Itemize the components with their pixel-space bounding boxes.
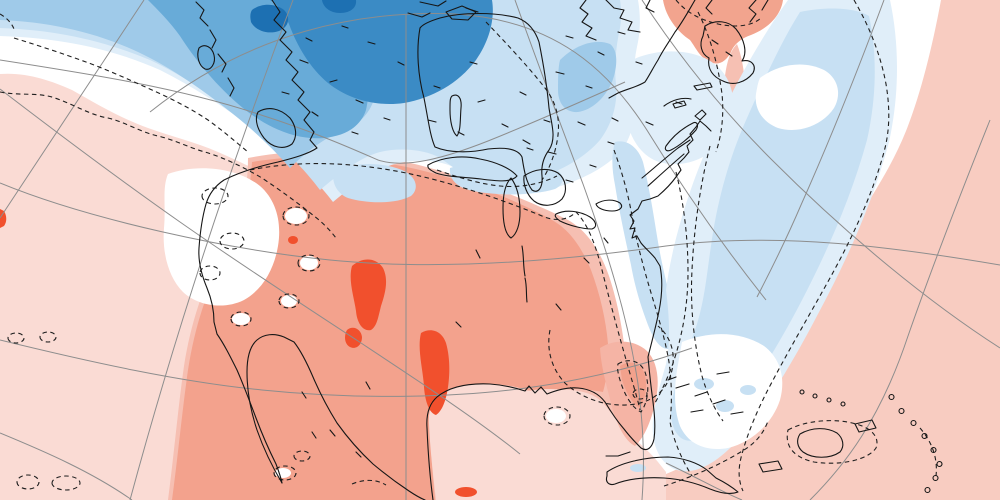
cold-2-lakes-north (449, 160, 563, 195)
coast-bahamas (605, 371, 744, 457)
white-hole-atlantic (755, 64, 839, 130)
graticule-parallel-bottom-left (0, 432, 133, 500)
coast-antilles-dots (799, 389, 943, 494)
white-hole-4 (232, 313, 250, 325)
cold-2-lakes-west (333, 164, 416, 203)
cold-6-darkest-b (322, 0, 357, 13)
coast-alaska-panhandle-islands (195, 1, 235, 97)
coast-lake-superior (427, 156, 518, 182)
white-hole-1 (285, 208, 307, 224)
contour-ring-pacific-1 (16, 474, 40, 490)
contour-atl-white-west (654, 171, 689, 404)
white-bahamas (675, 334, 783, 450)
contour-ring-baja-2 (293, 450, 311, 462)
white-hole-2 (300, 256, 318, 270)
contour-labrador-top (675, 0, 762, 27)
contour-ring-baja-1 (273, 465, 297, 481)
coast-nova-scotia (664, 100, 707, 152)
contour-ring-pacific-2 (51, 475, 81, 491)
coast-lake-huron (523, 168, 567, 206)
contour-gulf-ring (543, 406, 571, 426)
river-marks-us (301, 237, 609, 458)
warm-pink-southeast-atlantic (666, 0, 1000, 500)
cold-3-ungava (558, 41, 617, 113)
graticule-meridian-w2 (129, 0, 294, 500)
hot-dot-rockies (288, 236, 298, 244)
contour-ring-pacific-3 (7, 332, 25, 344)
contour-ring-pacific-4 (39, 331, 57, 343)
contour-eastcoast (613, 149, 693, 477)
contour-nw-pink-edge (0, 91, 337, 239)
graticule-parallel-bottom-right (665, 462, 743, 500)
graticule-parallel-upper (0, 59, 626, 164)
coast-puerto-rico (854, 419, 877, 433)
contour-antilles-arc (919, 427, 937, 477)
contour-nw-corner-bit (0, 13, 16, 33)
hot-patch-plains (350, 259, 387, 331)
cold-fleck-bahamas-3 (740, 385, 756, 395)
contour-atlantic-east (738, 0, 890, 492)
contour-ring-basin-5 (201, 187, 229, 205)
contour-quebec-east-of-bay (485, 21, 560, 181)
coast-gulf-and-east (426, 120, 712, 500)
graticule-parallel-north (149, 13, 767, 301)
warm-salmon-labrador-sea (663, 0, 783, 64)
warm-salmon-core (172, 157, 609, 500)
contour-florida-ring (617, 360, 649, 413)
hot-sliver-left-edge (0, 209, 7, 228)
coast-baffin-arctic (579, 0, 655, 41)
contour-ring-basin-4 (230, 311, 252, 327)
graticule-meridian-e3 (756, 0, 885, 298)
graticule-diagonal-sw (0, 88, 521, 455)
cold-fleck-bahamas-2 (716, 400, 734, 412)
coast-baja-inner-and-mexico (246, 334, 426, 500)
white-hole-gulf (546, 409, 566, 423)
white-hole-3 (281, 295, 297, 307)
cold-2-eastcoast-tongue (612, 141, 676, 350)
coast-newfoundland (700, 21, 755, 84)
coast-haida-gwaii (197, 45, 215, 70)
graticule-meridian-e4 (809, 119, 991, 500)
white-hole-lapaz (275, 468, 291, 478)
contour-mexico-bit (351, 479, 387, 486)
coast-jamaica (758, 460, 783, 473)
contour-ring-basin-1 (282, 206, 310, 226)
contour-ring-basin-6 (219, 232, 245, 250)
coast-west-mainland (198, 0, 318, 484)
graticule-parallel-mid (0, 182, 1000, 266)
contour-ring-basin-2 (297, 254, 321, 272)
coast-hispaniola (797, 428, 844, 458)
contour-ring-basin-7 (199, 265, 221, 281)
contour-hispaniola-ring (786, 420, 878, 464)
coast-lake-winnipeg (407, 0, 479, 137)
cold-fleck-cuba (630, 464, 646, 472)
graticule-meridian-e2 (641, 0, 1000, 349)
coast-labrador-quebec (608, 0, 769, 99)
contour-ring-basin-3 (278, 293, 300, 309)
contour-cuba-south (663, 420, 769, 487)
cold-6-darkest (250, 4, 289, 33)
cold-1-gulf-st-lawrence (624, 51, 734, 165)
coast-cuba (605, 456, 739, 494)
coast-lake-michigan (502, 177, 521, 239)
coast-st-lawrence (641, 82, 713, 187)
contour-plains-north (249, 163, 641, 411)
coast-hudson-bay (417, 5, 554, 192)
inland-water-marks (281, 25, 683, 183)
coast-lake-erie (554, 210, 597, 230)
contour-southeast-loop (548, 325, 674, 406)
contour-florida-tiny (632, 388, 648, 400)
coast-lake-ontario (595, 199, 623, 212)
hot-dot-mexico-south (455, 487, 477, 497)
coast-vancouver-island (255, 108, 297, 148)
warm-pale-gulf (428, 383, 666, 500)
contour-nw-blue-edge (13, 37, 249, 153)
contour-atl-white-east (690, 145, 724, 422)
graticule-parallel-south (0, 339, 693, 397)
graticule-meridian-w1 (0, 0, 145, 219)
graticule-meridian-e1 (514, 0, 644, 500)
